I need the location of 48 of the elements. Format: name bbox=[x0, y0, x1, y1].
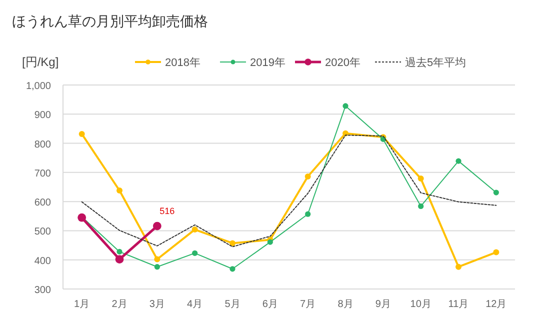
point bbox=[192, 250, 198, 256]
point bbox=[493, 190, 499, 196]
x-tick-label: 8月 bbox=[338, 299, 354, 310]
x-tick-label: 9月 bbox=[375, 299, 391, 310]
point bbox=[116, 248, 122, 254]
point bbox=[418, 203, 424, 210]
y-tick-label: 400 bbox=[34, 256, 52, 267]
x-tick-label: 5月 bbox=[224, 299, 240, 310]
y-tick-label: 1,000 bbox=[26, 81, 52, 92]
point bbox=[154, 256, 160, 262]
point bbox=[267, 239, 273, 245]
point bbox=[456, 264, 462, 270]
y-tick-label: 500 bbox=[34, 226, 52, 238]
legend-label: 2018年 bbox=[165, 57, 200, 69]
point bbox=[304, 174, 311, 180]
point bbox=[152, 222, 162, 230]
legend-label: 2020年 bbox=[325, 57, 360, 69]
x-tick-label: 6月 bbox=[262, 299, 278, 310]
x-tick-label: 10月 bbox=[410, 299, 432, 310]
point bbox=[493, 249, 500, 256]
x-tick-label: 4月 bbox=[187, 299, 203, 310]
point bbox=[115, 255, 124, 264]
legend-label: 2019年 bbox=[250, 57, 286, 69]
point bbox=[230, 240, 236, 246]
data-label: 516 bbox=[160, 206, 175, 216]
x-tick-label: 2月 bbox=[112, 299, 128, 310]
point bbox=[456, 158, 462, 164]
x-tick-label: 7月 bbox=[300, 299, 316, 310]
point bbox=[418, 176, 424, 182]
point bbox=[78, 130, 85, 137]
x-tick-label: 1月 bbox=[74, 299, 90, 310]
point bbox=[192, 226, 198, 233]
point bbox=[116, 187, 122, 194]
point bbox=[342, 103, 348, 109]
y-axis-title: [円/Kg] bbox=[22, 55, 59, 69]
point bbox=[305, 211, 311, 217]
point bbox=[230, 266, 236, 272]
point bbox=[154, 264, 160, 270]
legend-label: 過去5年平均 bbox=[405, 56, 466, 69]
chart-title: ほうれん草の月別平均卸売価格 bbox=[12, 13, 208, 29]
x-tick-label: 11月 bbox=[448, 299, 469, 310]
y-tick-label: 600 bbox=[34, 198, 52, 209]
y-tick-label: 900 bbox=[34, 110, 52, 122]
y-tick-label: 700 bbox=[34, 168, 52, 180]
y-tick-label: 300 bbox=[34, 285, 52, 296]
y-tick-label: 800 bbox=[34, 139, 52, 150]
x-tick-label: 12月 bbox=[486, 299, 507, 310]
x-tick-label: 3月 bbox=[149, 299, 165, 310]
